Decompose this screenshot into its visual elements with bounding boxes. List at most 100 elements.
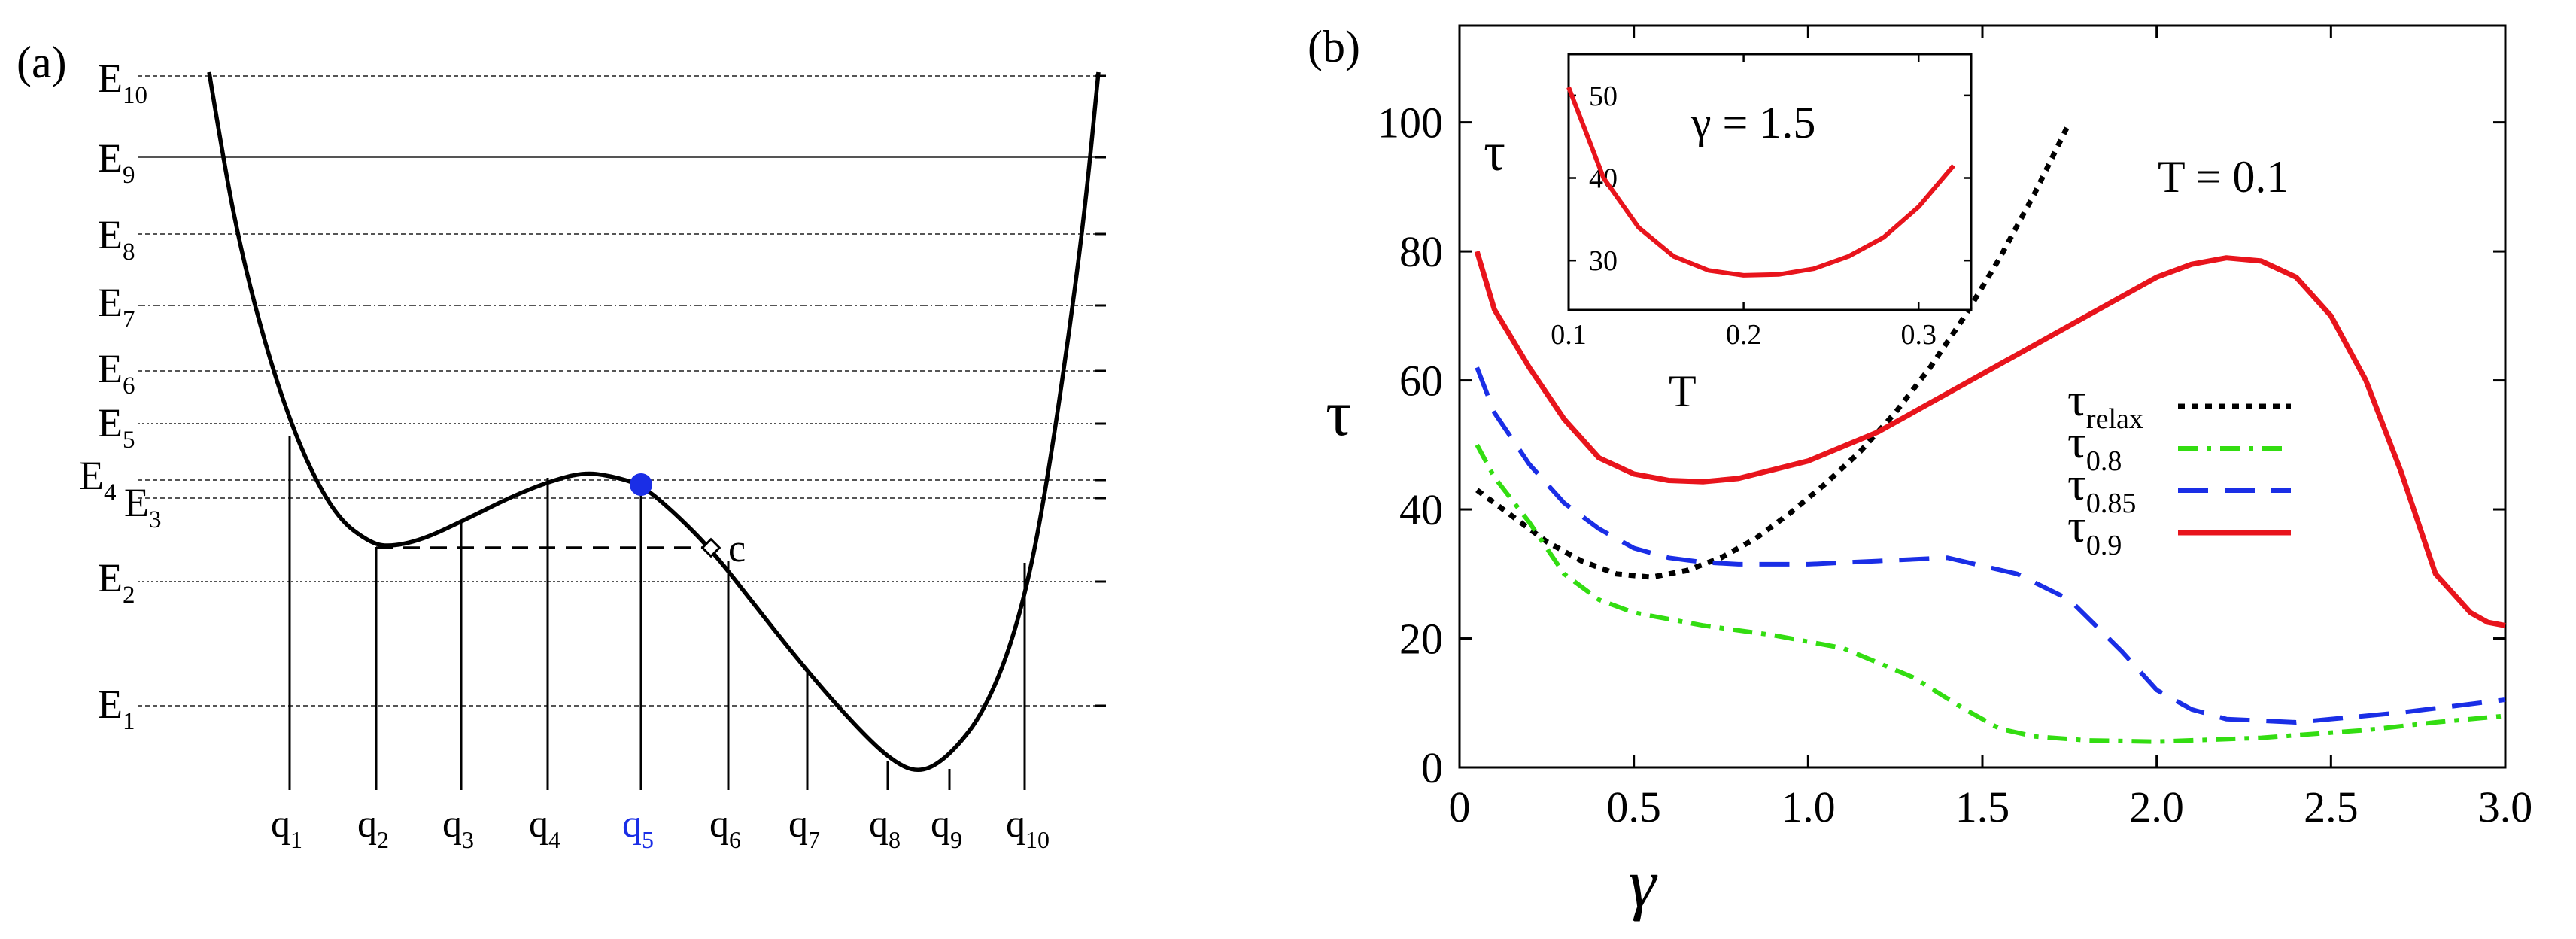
position-label-sub: 2: [377, 826, 389, 853]
energy-label: E4: [79, 453, 117, 506]
energy-label-sub: 7: [123, 306, 135, 333]
legend-label-sub: 0.9: [2086, 530, 2122, 561]
legend-label-main: τ: [2067, 417, 2086, 468]
position-label-sub: 4: [548, 826, 560, 853]
legend-label-sub: 0.8: [2086, 445, 2122, 477]
temperature-annotation: T = 0.1: [2158, 152, 2289, 202]
inset-y-tick-label: 50: [1589, 81, 1618, 112]
position-label-main: q: [1006, 803, 1025, 846]
panel-a: (a) c q1 q2 q3 q4 q5 q6 q7 q8 q9 q10 E10E9E8E7E6E…: [17, 38, 1106, 853]
energy-label: E2: [98, 555, 135, 609]
position-label-main: q: [271, 803, 290, 846]
position-label-sub: 6: [729, 826, 741, 853]
inset-y-label: τ: [1484, 122, 1505, 182]
energy-label-main: E: [124, 480, 149, 525]
position-label-main: q: [442, 803, 462, 846]
energy-label-main: E: [98, 212, 123, 257]
position-label-main: q: [788, 803, 808, 846]
x-tick-label: 2.0: [2129, 782, 2184, 831]
energy-label: E8: [98, 212, 135, 266]
energy-label-sub: 8: [123, 239, 135, 266]
y-tick-label: 20: [1399, 615, 1443, 664]
position-label: q2: [357, 803, 389, 853]
panel-a-label: (a): [17, 38, 67, 87]
energy-label-main: E: [98, 400, 123, 445]
series-line-τ0.9: [1474, 251, 2506, 628]
position-label: q5: [622, 803, 654, 853]
panel-b: (b) 0 0.5 1.0 1.5 2.0 2.5 3.0 0 20 40 60 80 100 γ τ…: [1308, 22, 2532, 922]
position-label-main: q: [357, 803, 377, 846]
position-label-main: q: [529, 803, 548, 846]
energy-label: E3: [124, 480, 162, 533]
legend-label-main: τ: [2067, 459, 2086, 510]
legend-label-sub: 0.85: [2086, 488, 2137, 519]
inset-x-label: T: [1669, 366, 1697, 416]
x-axis-label: γ: [1629, 845, 1658, 922]
energy-label: E6: [98, 346, 135, 400]
energy-label-sub: 5: [123, 427, 135, 454]
inset-x-tick-label: 0.3: [1900, 319, 1937, 351]
legend-label-sub: relax: [2086, 403, 2143, 435]
legend-label: τ0.9: [2067, 501, 2122, 561]
energy-label-main: E: [79, 453, 104, 498]
energy-label-main: E: [98, 555, 123, 600]
position-label-sub: 5: [642, 826, 654, 853]
energy-label-main: E: [98, 280, 123, 325]
x-tick-label: 1.5: [1955, 782, 2010, 831]
legend-label: τ0.8: [2067, 417, 2122, 477]
position-label: q3: [442, 803, 474, 853]
position-label-sub: 8: [889, 826, 901, 853]
y-tick-label: 40: [1399, 485, 1443, 534]
legend-label: τrelax: [2067, 375, 2143, 435]
y-tick-label: 0: [1421, 743, 1443, 792]
y-axis-label: τ: [1326, 377, 1352, 449]
panel-b-label: (b): [1308, 22, 1360, 71]
position-label-sub: 3: [462, 826, 474, 853]
position-label-main: q: [869, 803, 889, 846]
energy-label: E1: [98, 682, 135, 735]
legend-label-main: τ: [2067, 501, 2086, 552]
energy-label-sub: 2: [123, 582, 135, 609]
position-label: q9: [931, 803, 962, 853]
x-axis-ticks: 0 0.5 1.0 1.5 2.0 2.5 3.0: [1449, 26, 2533, 831]
energy-label-sub: 6: [123, 372, 135, 400]
position-drop-lines: [288, 436, 1026, 790]
x-tick-label: 2.5: [2304, 782, 2359, 831]
legend-label: τ0.85: [2067, 459, 2136, 519]
position-label-sub: 9: [950, 826, 962, 853]
main-series: [1474, 121, 2506, 744]
position-label: q6: [709, 803, 741, 853]
position-label-main: q: [709, 803, 729, 846]
inset-frame: [1567, 53, 1973, 311]
position-label: q10: [1006, 803, 1050, 853]
energy-label-sub: 10: [123, 82, 147, 109]
x-tick-label: 3.0: [2478, 782, 2533, 831]
x-tick-label: 0: [1449, 782, 1471, 831]
energy-label: E10: [98, 56, 147, 109]
energy-label: E5: [98, 400, 135, 454]
position-label: q1: [271, 803, 302, 853]
position-label: q4: [529, 803, 560, 853]
inset-x-tick-label: 0.2: [1726, 319, 1762, 351]
position-label-main: q: [622, 803, 642, 846]
potential-curve: [207, 71, 1101, 772]
y-tick-label: 100: [1378, 99, 1443, 147]
point-c-marker: [700, 537, 721, 558]
energy-label-main: E: [98, 56, 123, 101]
inset-y-tick-label: 30: [1589, 245, 1618, 277]
point-c-label: c: [728, 527, 746, 570]
inset-x-ticks: 0.1 0.2 0.3: [1551, 54, 1937, 351]
energy-label-sub: 4: [104, 479, 117, 506]
energy-label-main: E: [98, 135, 123, 181]
energy-label-sub: 3: [149, 506, 162, 533]
inset-title: γ = 1.5: [1690, 98, 1815, 147]
energy-label-main: E: [98, 682, 123, 727]
energy-label-main: E: [98, 346, 123, 391]
inset-series-line: [1566, 86, 1955, 278]
x-tick-label: 0.5: [1606, 782, 1661, 831]
energy-label: E9: [98, 135, 135, 189]
